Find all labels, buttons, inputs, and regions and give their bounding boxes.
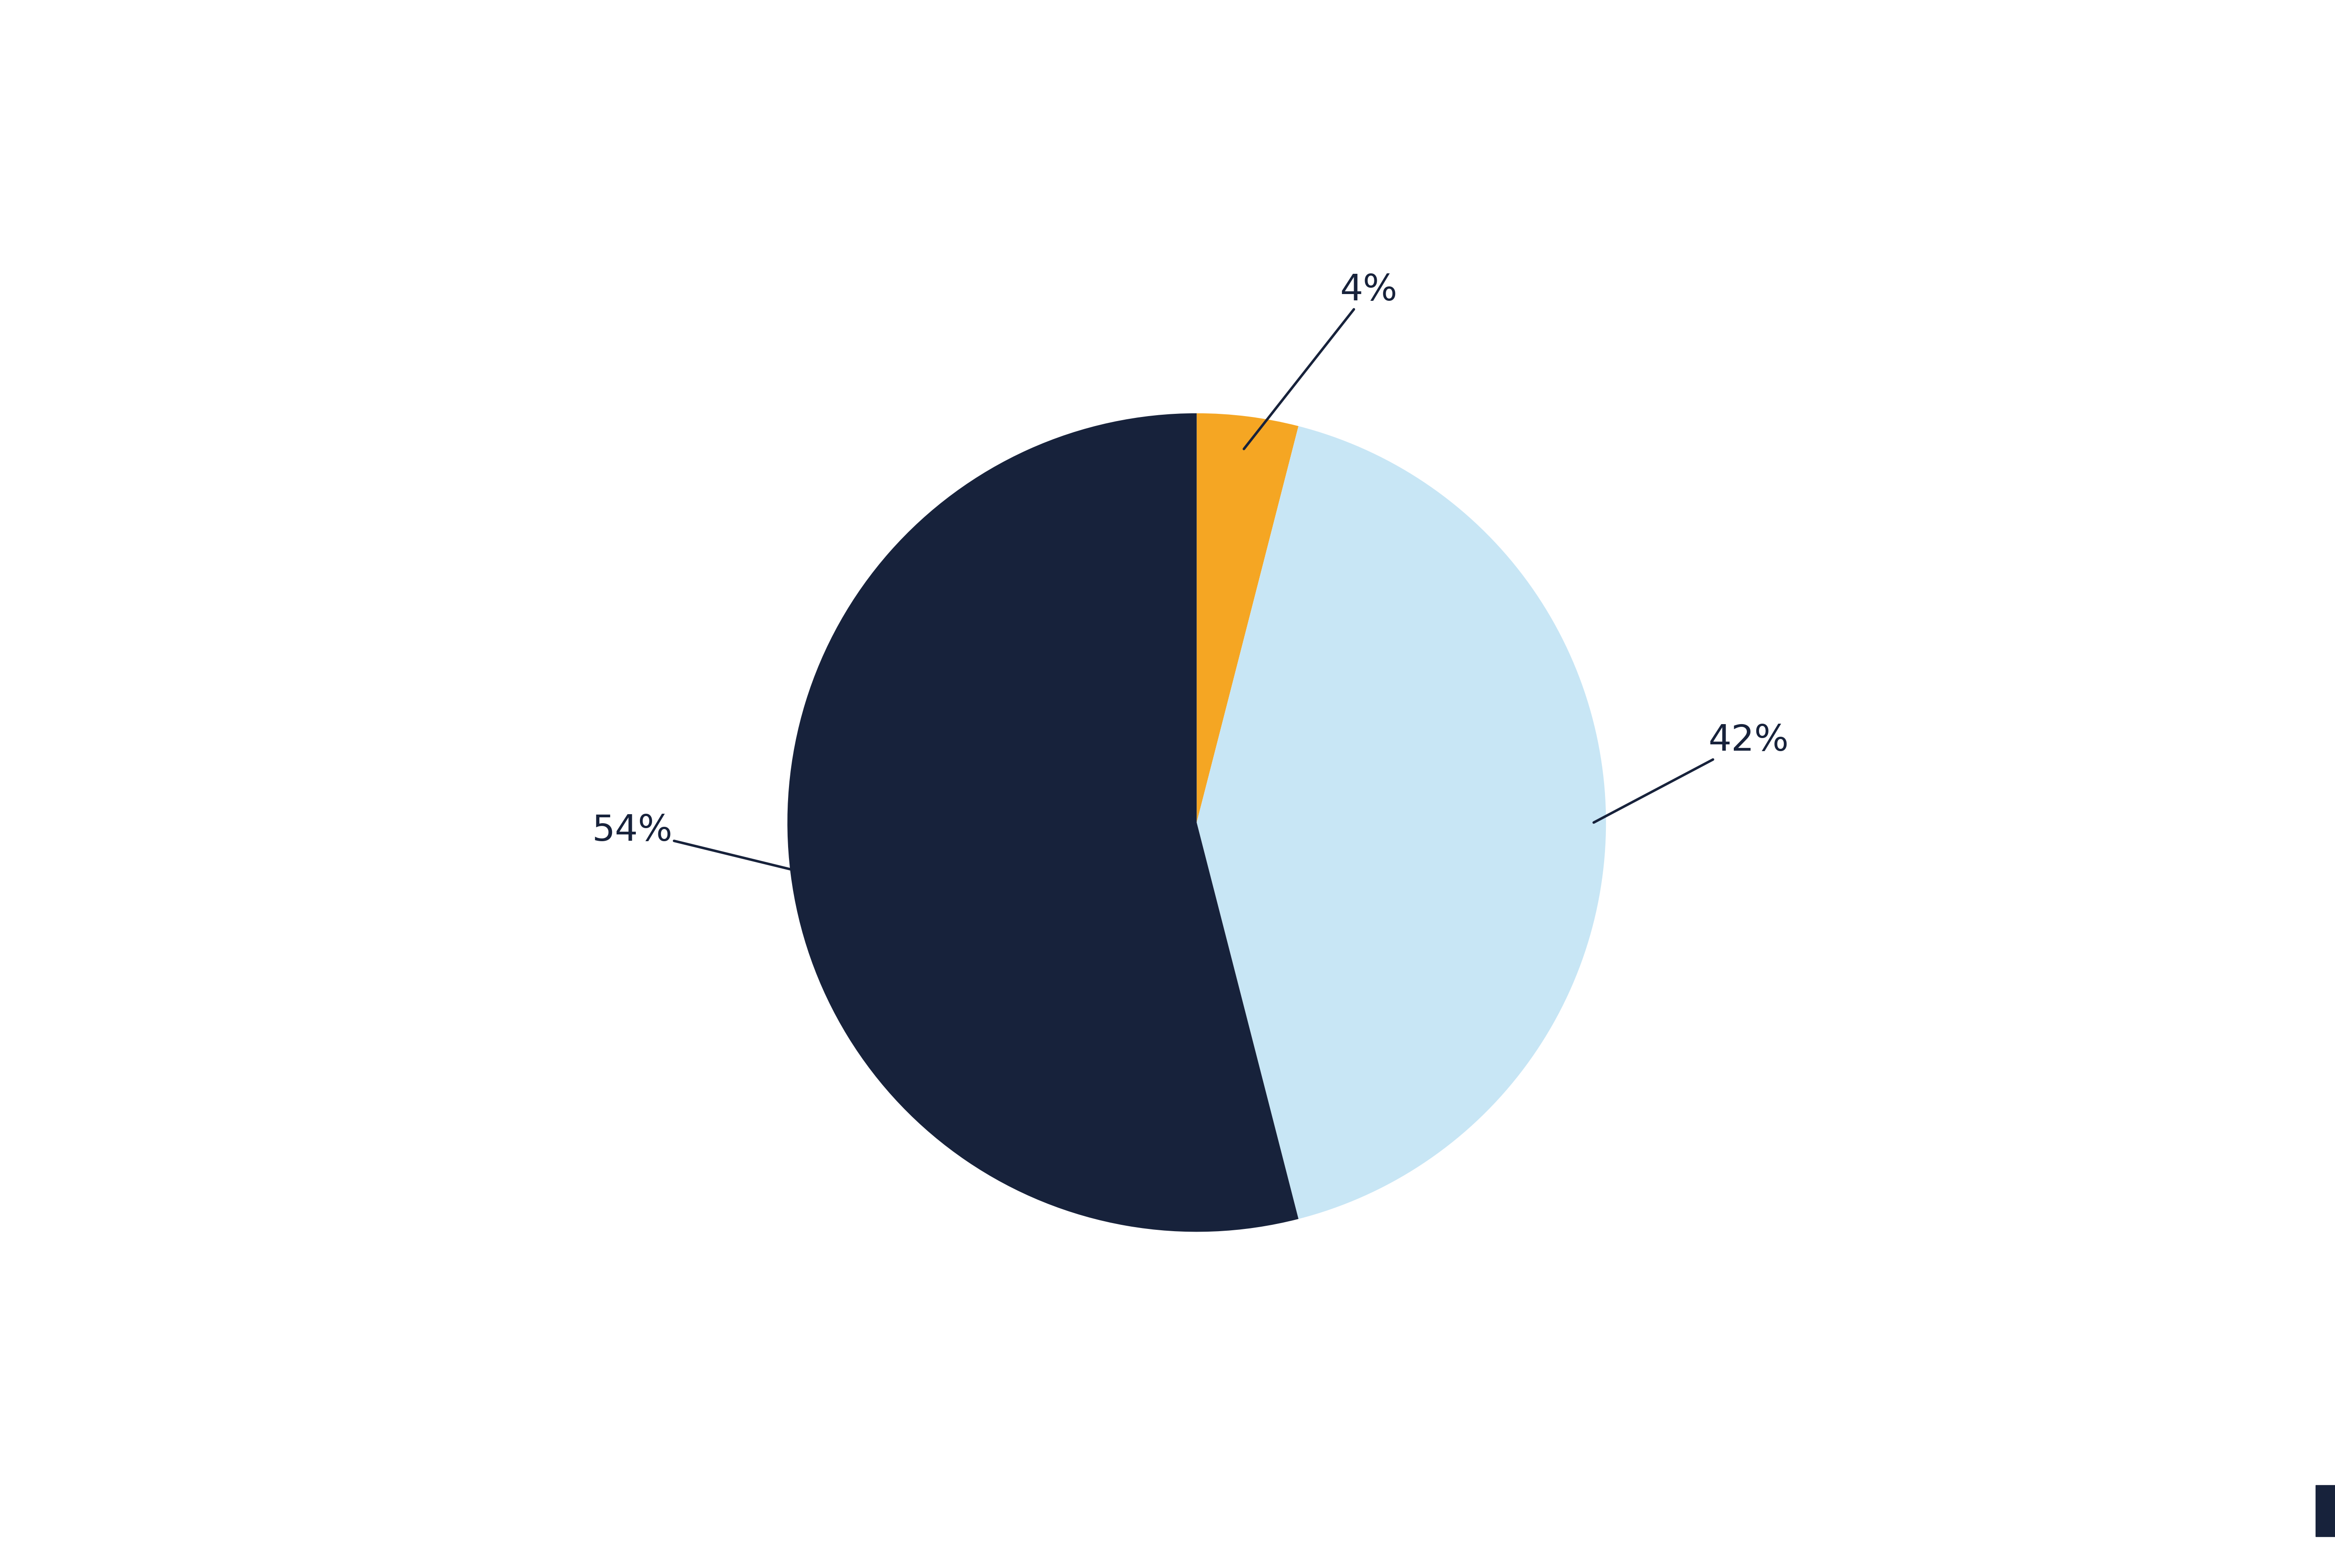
Wedge shape — [1196, 414, 1298, 823]
Text: 54%: 54% — [593, 814, 803, 872]
Wedge shape — [787, 414, 1298, 1232]
Text: 42%: 42% — [1595, 723, 1789, 823]
Legend: Simulcast, ADW, Live Racing: Simulcast, ADW, Live Racing — [2300, 1471, 2335, 1568]
Wedge shape — [1198, 426, 1606, 1218]
Text: 4%: 4% — [1245, 273, 1396, 448]
